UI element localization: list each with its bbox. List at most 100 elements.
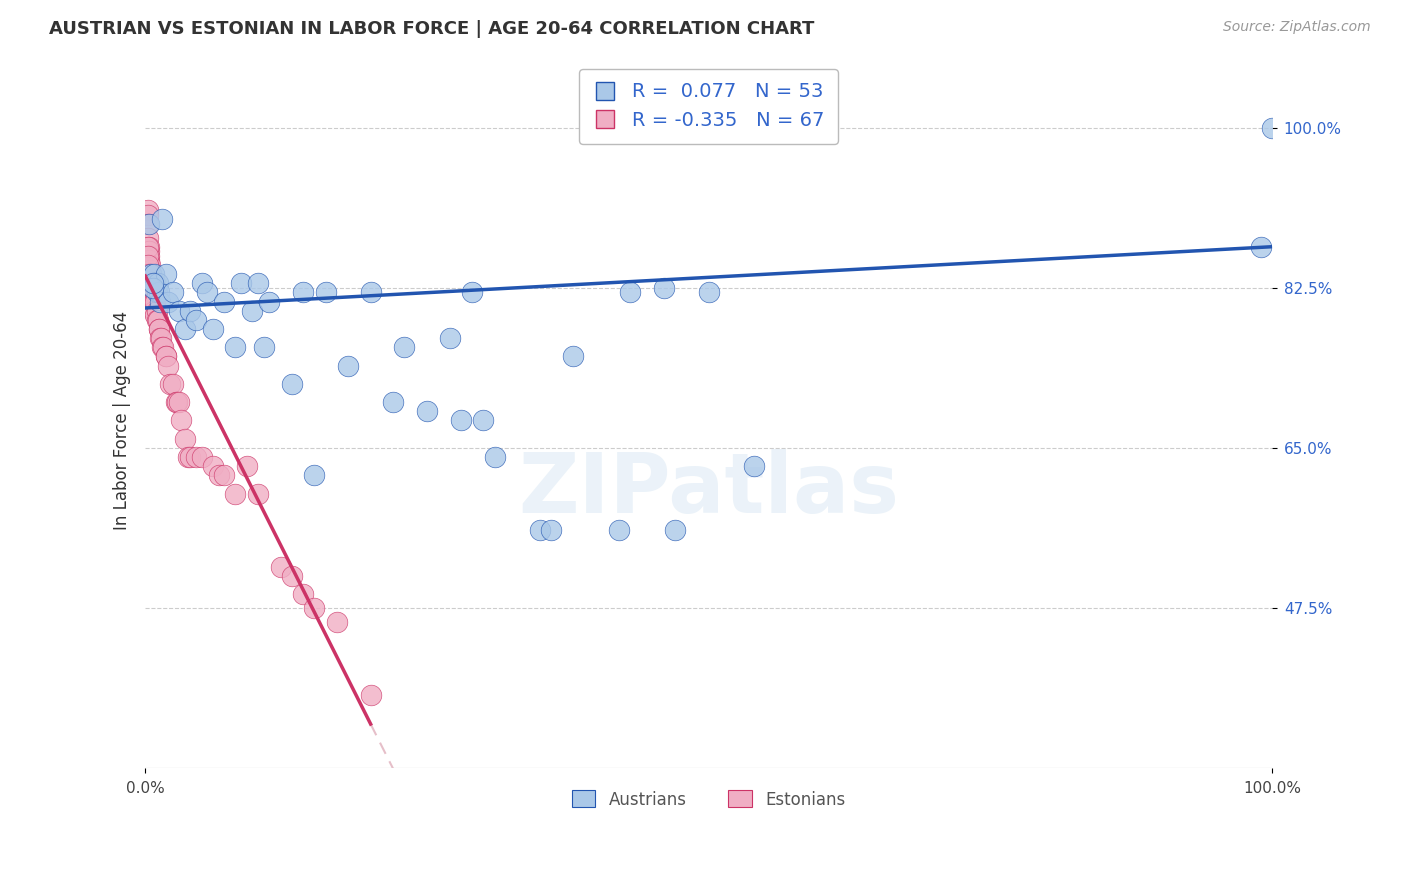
Point [150, 340, 173, 354]
Point [135, 267, 157, 281]
Point [159, 376, 181, 391]
Point [472, 413, 495, 427]
Point [1261, 120, 1284, 135]
Point [146, 277, 169, 291]
Point [138, 249, 160, 263]
Point [143, 303, 166, 318]
Point [394, 340, 416, 354]
Point [148, 322, 170, 336]
Point [136, 208, 159, 222]
Point [292, 285, 315, 300]
Point [212, 294, 235, 309]
Point [201, 322, 224, 336]
Point [143, 267, 166, 281]
Point [142, 294, 165, 309]
Point [149, 331, 172, 345]
Point [190, 277, 212, 291]
Point [173, 432, 195, 446]
Point [143, 294, 166, 309]
Point [145, 313, 167, 327]
Point [439, 331, 461, 345]
Point [304, 468, 326, 483]
Point [450, 413, 472, 427]
Point [246, 486, 269, 500]
Point [270, 559, 292, 574]
Point [173, 322, 195, 336]
Point [142, 281, 165, 295]
Point [135, 267, 157, 281]
Point [139, 262, 162, 277]
Point [337, 359, 360, 373]
Point [150, 331, 173, 345]
Point [697, 285, 720, 300]
Point [167, 303, 190, 318]
Point [179, 450, 201, 464]
Point [150, 212, 173, 227]
Point [235, 459, 257, 474]
Point [138, 253, 160, 268]
Point [155, 350, 177, 364]
Point [190, 450, 212, 464]
Point [529, 523, 551, 537]
Point [139, 271, 162, 285]
Point [136, 230, 159, 244]
Point [141, 285, 163, 300]
Point [619, 285, 641, 300]
Text: AUSTRIAN VS ESTONIAN IN LABOR FORCE | AGE 20-64 CORRELATION CHART: AUSTRIAN VS ESTONIAN IN LABOR FORCE | AG… [49, 20, 814, 37]
Point [138, 267, 160, 281]
Point [138, 244, 160, 259]
Point [240, 303, 263, 318]
Point [195, 285, 218, 300]
Point [135, 258, 157, 272]
Point [246, 277, 269, 291]
Point [136, 249, 159, 263]
Point [207, 468, 229, 483]
Point [540, 523, 562, 537]
Point [138, 217, 160, 231]
Point [326, 615, 349, 629]
Point [148, 322, 170, 336]
Point [162, 376, 184, 391]
Point [201, 459, 224, 474]
Point [607, 523, 630, 537]
Point [179, 303, 201, 318]
Point [281, 376, 304, 391]
Point [382, 395, 405, 409]
Point [664, 523, 686, 537]
Point [136, 203, 159, 218]
Point [742, 459, 765, 474]
Point [142, 294, 165, 309]
Point [141, 281, 163, 295]
Point [184, 313, 207, 327]
Point [652, 281, 675, 295]
Point [142, 277, 165, 291]
Point [184, 450, 207, 464]
Point [167, 395, 190, 409]
Point [139, 258, 162, 272]
Point [136, 217, 159, 231]
Legend: Austrians, Estonians: Austrians, Estonians [565, 784, 852, 815]
Point [139, 267, 162, 281]
Point [145, 303, 167, 318]
Point [1250, 240, 1272, 254]
Point [416, 404, 439, 418]
Point [148, 285, 170, 300]
Point [139, 267, 162, 281]
Point [562, 350, 585, 364]
Point [145, 277, 167, 291]
Point [292, 587, 315, 601]
Point [281, 569, 304, 583]
Point [170, 413, 193, 427]
Point [156, 359, 179, 373]
Y-axis label: In Labor Force | Age 20-64: In Labor Force | Age 20-64 [114, 311, 131, 530]
Point [138, 240, 160, 254]
Point [177, 450, 200, 464]
Text: ZIPatlas: ZIPatlas [519, 450, 900, 531]
Point [149, 294, 172, 309]
Point [135, 262, 157, 277]
Point [224, 486, 246, 500]
Point [136, 240, 159, 254]
Point [142, 290, 165, 304]
Point [152, 340, 174, 354]
Point [257, 294, 280, 309]
